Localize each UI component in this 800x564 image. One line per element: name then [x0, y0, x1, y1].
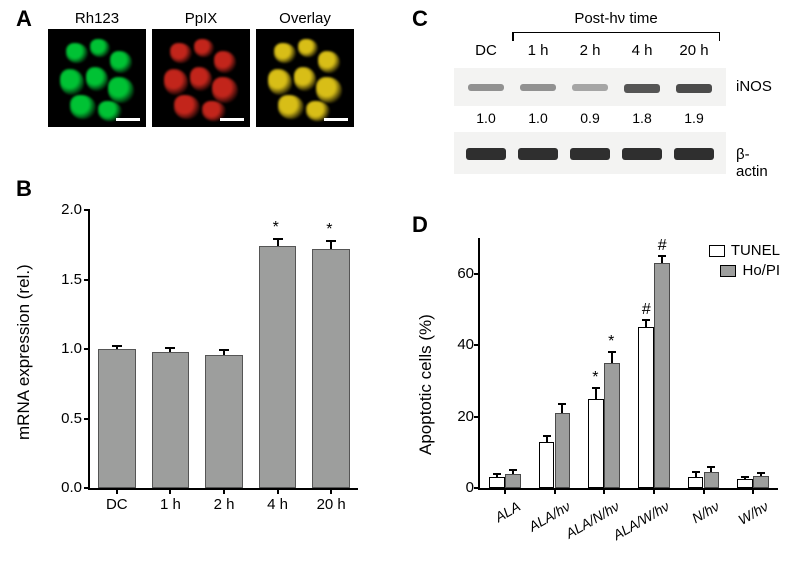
band-actin: [466, 148, 506, 160]
panel-a-images: Rh123 PpIX Overlay: [48, 10, 354, 127]
legend-item: TUNEL: [709, 242, 780, 259]
bar-hopi: [654, 263, 670, 488]
panel-c-blot: Post-hν timeDC1 h2 h4 h20 hiNOS1.01.00.9…: [440, 10, 780, 210]
sig-mark: *: [608, 333, 614, 351]
ytick-label: 0: [438, 479, 474, 496]
blot-col-label: 4 h: [616, 42, 668, 59]
panel-b-ylabel: mRNA expression (rel.): [14, 264, 34, 440]
bar: [259, 246, 297, 488]
panel-c-label: C: [412, 6, 428, 32]
xtick-label: 4 h: [256, 496, 300, 513]
blot-col-label: 2 h: [564, 42, 616, 59]
ytick-label: 60: [438, 265, 474, 282]
ytick-label: 20: [438, 408, 474, 425]
band-inos: [468, 84, 504, 91]
bar-tunel: [539, 442, 555, 488]
bar-tunel: [489, 477, 505, 488]
blot-header: Post-hν time: [512, 10, 720, 27]
bar: [152, 352, 190, 488]
panel-b-label: B: [16, 176, 32, 202]
bar-tunel: [638, 327, 654, 488]
densitometry: 1.8: [616, 110, 668, 126]
panel-d-chart: 0204060ALAALA/hν**ALA/N/hν##ALA/W/hνN/hν…: [478, 238, 778, 490]
legend-item: Ho/PI: [720, 262, 780, 279]
bar-tunel: [588, 399, 604, 488]
micro-title: PpIX: [185, 10, 218, 27]
band-inos: [572, 84, 608, 91]
band-actin: [518, 148, 558, 160]
band-inos: [624, 84, 660, 93]
xtick-label: DC: [95, 496, 139, 513]
ytick-label: 2.0: [46, 201, 82, 218]
ytick-label: 1.5: [46, 271, 82, 288]
micro-image: [48, 29, 146, 127]
panel-a-label: A: [16, 6, 32, 32]
blot-col-label: DC: [460, 42, 512, 59]
xtick-label: 1 h: [148, 496, 192, 513]
micro-wrap: Overlay: [256, 10, 354, 127]
densitometry: 1.9: [668, 110, 720, 126]
micro-image: [256, 29, 354, 127]
bar-hopi: [555, 413, 571, 488]
ytick-label: 0.5: [46, 410, 82, 427]
panel-b-chart: 0.00.51.01.52.0DC1 h2 h*4 h*20 h: [88, 210, 358, 490]
panel-d-label: D: [412, 212, 428, 238]
ytick-label: 40: [438, 336, 474, 353]
band-inos: [676, 84, 712, 93]
blot-row-label: iNOS: [736, 78, 772, 95]
bar: [98, 349, 136, 488]
densitometry: 1.0: [512, 110, 564, 126]
ytick-label: 0.0: [46, 479, 82, 496]
bar-hopi: [505, 474, 521, 488]
micro-title: Overlay: [279, 10, 331, 27]
micro-image: [152, 29, 250, 127]
ytick-label: 1.0: [46, 340, 82, 357]
bar: [205, 355, 243, 488]
blot-row-label: β-actin: [736, 146, 780, 180]
sig-mark: #: [658, 237, 667, 255]
micro-wrap: PpIX: [152, 10, 250, 127]
band-inos: [520, 84, 556, 91]
sig-star: *: [273, 219, 279, 237]
band-actin: [622, 148, 662, 160]
band-actin: [674, 148, 714, 160]
densitometry: 0.9: [564, 110, 616, 126]
bar: [312, 249, 350, 488]
micro-title: Rh123: [75, 10, 119, 27]
xtick-label: 2 h: [202, 496, 246, 513]
sig-mark: #: [642, 301, 651, 319]
blot-col-label: 20 h: [668, 42, 720, 59]
bar-hopi: [753, 476, 769, 489]
densitometry: 1.0: [460, 110, 512, 126]
bar-tunel: [688, 477, 704, 488]
bar-tunel: [737, 479, 753, 488]
panel-d-ylabel: Apoptotic cells (%): [416, 314, 436, 455]
blot-col-label: 1 h: [512, 42, 564, 59]
bar-hopi: [604, 363, 620, 488]
bar-hopi: [704, 472, 720, 488]
band-actin: [570, 148, 610, 160]
sig-star: *: [326, 221, 332, 239]
xtick-label: 20 h: [309, 496, 353, 513]
sig-mark: *: [592, 369, 598, 387]
micro-wrap: Rh123: [48, 10, 146, 127]
